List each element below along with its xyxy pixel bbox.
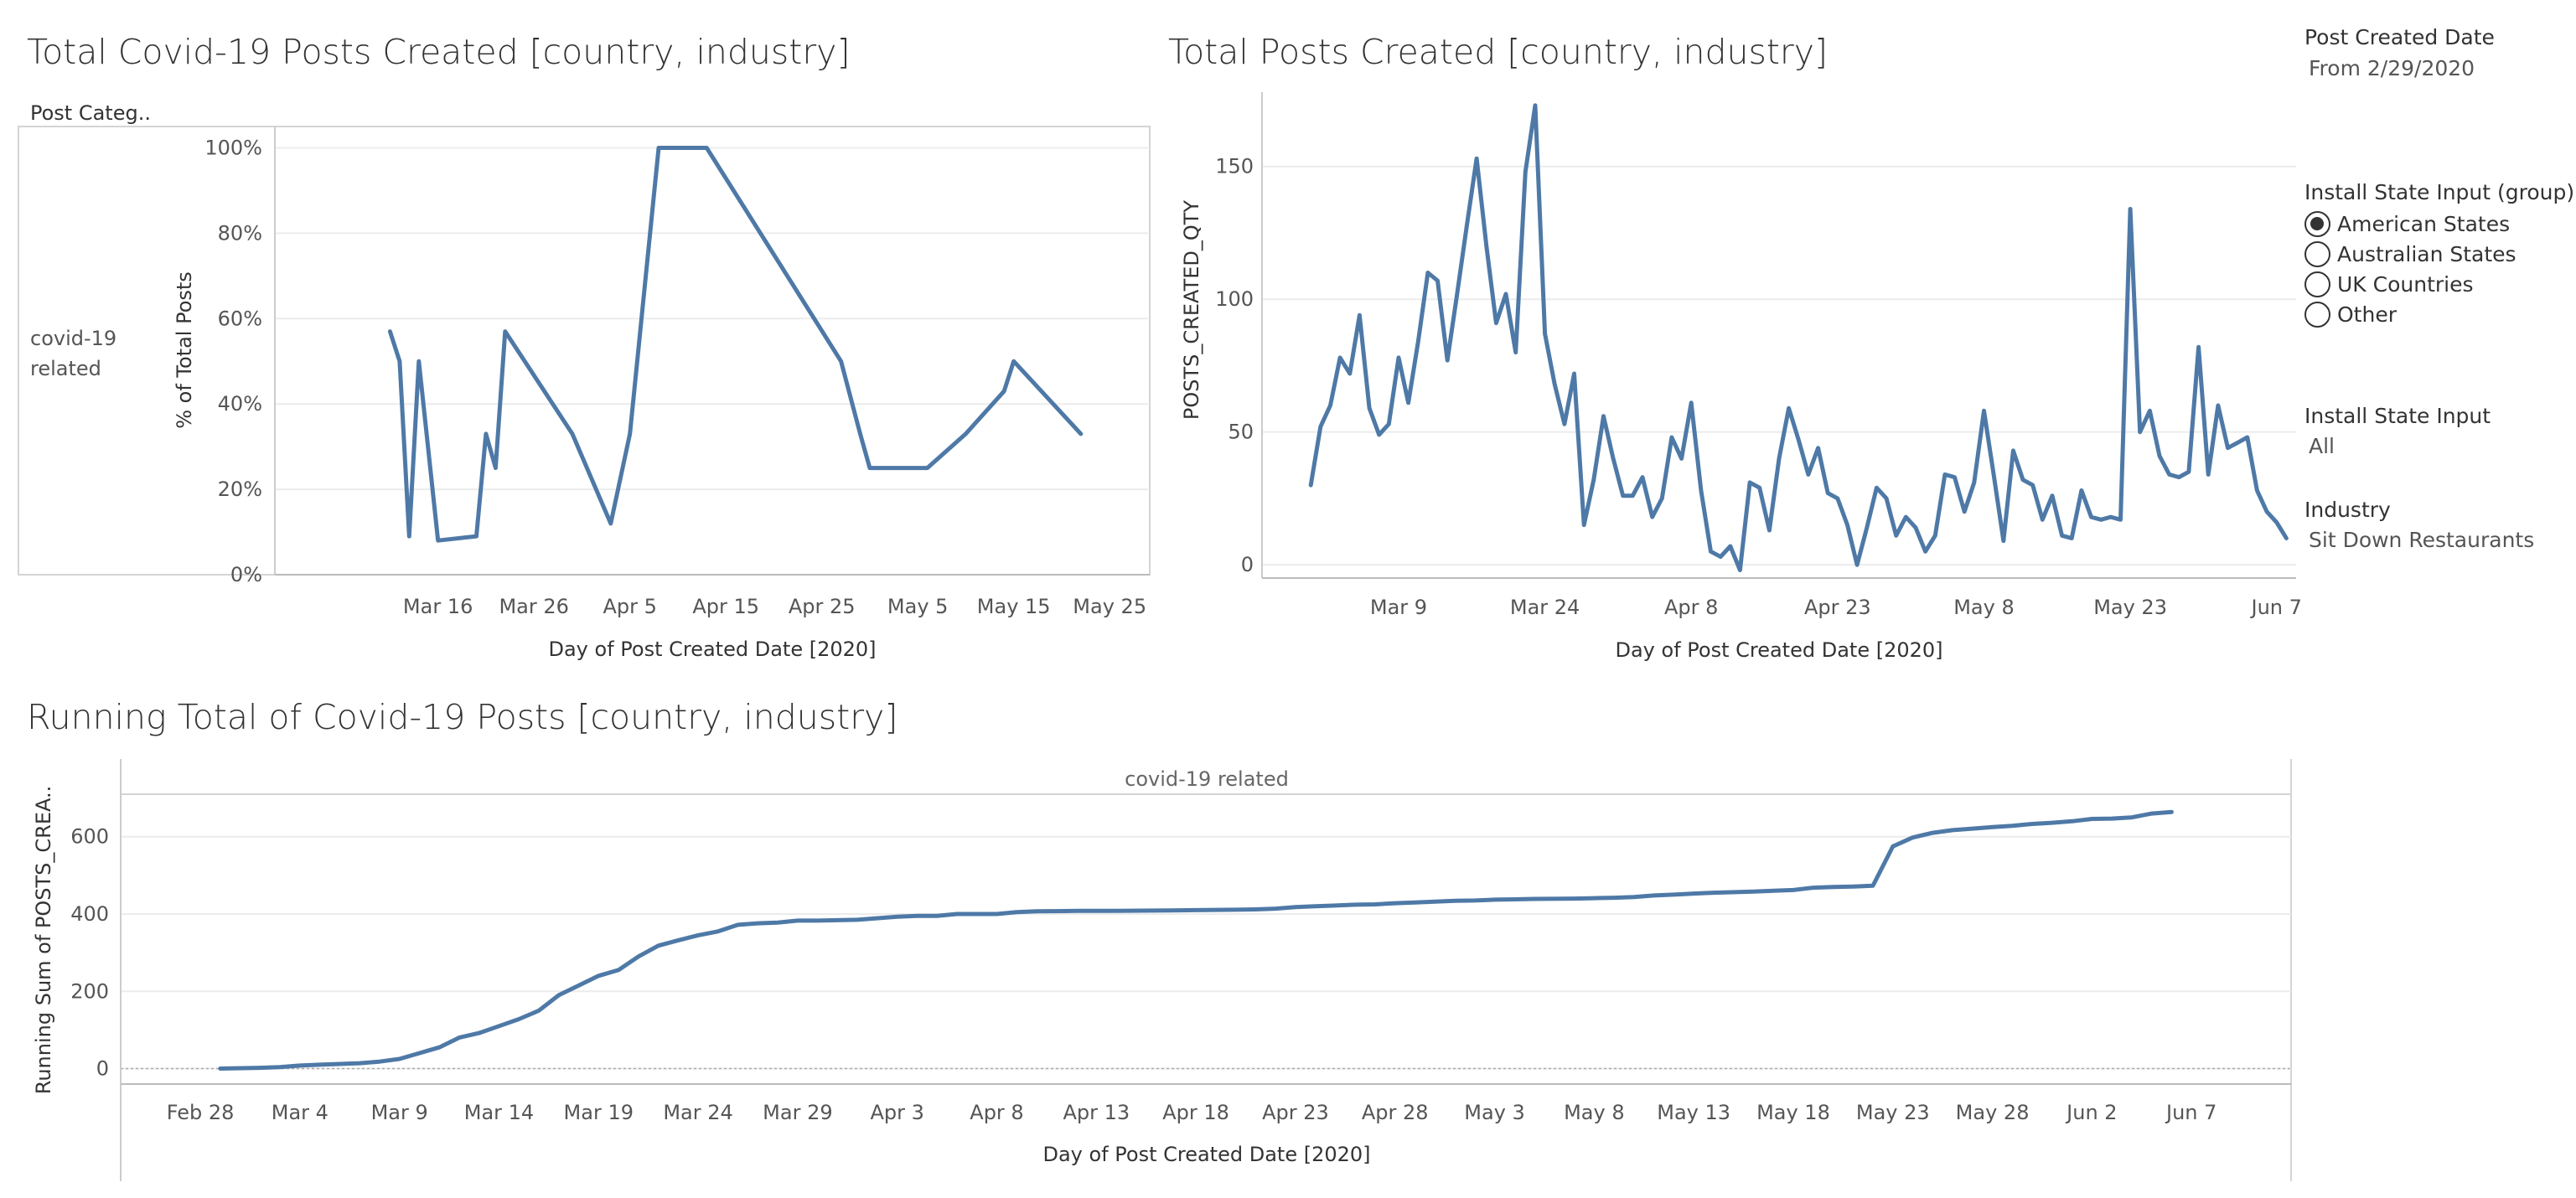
radio-label: Australian States bbox=[2337, 241, 2517, 266]
x-tick-label: May 25 bbox=[1073, 595, 1146, 618]
radio-american-states[interactable]: American States bbox=[2304, 209, 2510, 239]
radio-uk-countries[interactable]: UK Countries bbox=[2304, 269, 2474, 299]
x-tick-label: Apr 25 bbox=[789, 595, 856, 618]
radio-label: American States bbox=[2337, 211, 2511, 236]
radio-label: Other bbox=[2337, 302, 2397, 327]
y-tick-label: 150 bbox=[1215, 155, 1254, 178]
x-tick-label: Mar 16 bbox=[403, 595, 473, 618]
x-tick-label: Apr 28 bbox=[1362, 1101, 1429, 1124]
radio-unselected-icon bbox=[2304, 301, 2330, 328]
y-axis-title: POSTS_CREATED_QTY bbox=[1180, 200, 1203, 421]
post-category-header: Post Categ.. bbox=[30, 101, 151, 125]
x-tick-label: Apr 18 bbox=[1162, 1101, 1229, 1124]
x-axis-title: Day of Post Created Date [2020] bbox=[1615, 638, 1942, 662]
install-state-input-label: Install State Input bbox=[2304, 404, 2491, 428]
y-tick-label: 60% bbox=[218, 307, 262, 330]
x-tick-label: Apr 3 bbox=[870, 1101, 923, 1124]
row-label: related bbox=[30, 357, 101, 380]
post-created-date-filter[interactable]: From 2/29/2020 bbox=[2309, 56, 2475, 80]
x-tick-label: Apr 5 bbox=[603, 595, 656, 618]
y-tick-label: 50 bbox=[1228, 421, 1254, 444]
y-tick-label: 40% bbox=[218, 392, 262, 416]
industry-filter[interactable]: Sit Down Restaurants bbox=[2309, 528, 2535, 552]
x-tick-label: May 28 bbox=[1956, 1101, 2030, 1124]
x-tick-label: May 5 bbox=[887, 595, 949, 618]
install-state-group-label: Install State Input (group) bbox=[2304, 180, 2575, 204]
chart2-title: Total Posts Created [country, industry] bbox=[1168, 32, 1829, 72]
y-tick-label: 100 bbox=[1215, 287, 1254, 311]
x-tick-label: Mar 9 bbox=[371, 1101, 428, 1124]
install-state-input-filter[interactable]: All bbox=[2309, 434, 2335, 458]
x-tick-label: Jun 7 bbox=[2250, 596, 2302, 619]
series-line bbox=[218, 809, 2174, 1071]
x-tick-label: May 15 bbox=[977, 595, 1051, 618]
x-tick-label: Mar 24 bbox=[1510, 596, 1580, 619]
y-tick-label: 0% bbox=[230, 563, 262, 586]
y-tick-label: 0 bbox=[96, 1057, 109, 1081]
x-tick-label: Mar 14 bbox=[464, 1101, 534, 1124]
x-tick-label: Apr 8 bbox=[970, 1101, 1023, 1124]
x-tick-label: Feb 28 bbox=[167, 1101, 235, 1124]
x-tick-label: May 23 bbox=[2093, 596, 2167, 619]
y-tick-label: 100% bbox=[204, 136, 262, 159]
x-tick-label: Mar 9 bbox=[1370, 596, 1427, 619]
panel-header: covid-19 related bbox=[1125, 767, 1289, 791]
covid-posts-percent-chart: Post Categ.. covid-19 related 0% 20% 40% 60% 80… bbox=[18, 101, 1151, 661]
x-tick-label: Mar 24 bbox=[663, 1101, 732, 1124]
chart1-title: Total Covid-19 Posts Created [country, i… bbox=[27, 32, 851, 72]
running-total-chart: covid-19 related 0 200 400 600 Feb 28 Mar 4 Mar… bbox=[32, 759, 2292, 1181]
x-tick-label: May 23 bbox=[1856, 1101, 1930, 1124]
x-axis-title: Day of Post Created Date [2020] bbox=[548, 638, 876, 661]
x-tick-label: Apr 13 bbox=[1063, 1101, 1130, 1124]
x-tick-label: May 18 bbox=[1756, 1101, 1830, 1124]
x-tick-label: May 13 bbox=[1657, 1101, 1730, 1124]
x-tick-label: Mar 26 bbox=[499, 595, 568, 618]
x-tick-label: Jun 2 bbox=[2065, 1101, 2117, 1124]
x-tick-label: Mar 19 bbox=[564, 1101, 634, 1124]
x-tick-label: Apr 15 bbox=[692, 595, 759, 618]
x-tick-label: May 8 bbox=[1564, 1101, 1625, 1124]
y-axis-title: % of Total Posts bbox=[173, 271, 196, 429]
post-created-date-label: Post Created Date bbox=[2304, 25, 2495, 49]
radio-other[interactable]: Other bbox=[2304, 299, 2397, 329]
y-tick-label: 80% bbox=[218, 221, 262, 245]
row-label: covid-19 bbox=[30, 327, 116, 350]
x-tick-label: Jun 7 bbox=[2165, 1101, 2216, 1124]
y-tick-label: 0 bbox=[1241, 553, 1254, 576]
x-tick-label: Apr 8 bbox=[1664, 596, 1718, 619]
radio-australian-states[interactable]: Australian States bbox=[2304, 239, 2517, 269]
y-axis-title: Running Sum of POSTS_CREA.. bbox=[32, 786, 55, 1095]
chart3-title: Running Total of Covid-19 Posts [country… bbox=[27, 697, 898, 737]
series-line bbox=[1308, 103, 2289, 572]
x-axis-title: Day of Post Created Date [2020] bbox=[1042, 1143, 1370, 1166]
y-tick-label: 200 bbox=[70, 979, 109, 1003]
radio-unselected-icon bbox=[2304, 240, 2330, 267]
radio-unselected-icon bbox=[2304, 271, 2330, 297]
x-tick-label: Apr 23 bbox=[1804, 596, 1871, 619]
x-tick-label: Mar 4 bbox=[272, 1101, 328, 1124]
x-tick-label: May 3 bbox=[1464, 1101, 1525, 1124]
x-tick-label: May 8 bbox=[1953, 596, 2015, 619]
industry-label: Industry bbox=[2304, 498, 2391, 522]
x-tick-label: Mar 29 bbox=[763, 1101, 832, 1124]
radio-selected-icon bbox=[2304, 210, 2330, 237]
y-tick-label: 20% bbox=[218, 478, 262, 501]
radio-label: UK Countries bbox=[2337, 271, 2474, 297]
y-tick-label: 600 bbox=[70, 825, 109, 849]
y-tick-label: 400 bbox=[70, 902, 109, 926]
series-line bbox=[387, 146, 1084, 543]
x-tick-label: Apr 23 bbox=[1262, 1101, 1329, 1124]
total-posts-chart: 0 50 100 150 Mar 9 Mar 24 Apr 8 Apr 23 May 8 May … bbox=[1180, 92, 2302, 662]
